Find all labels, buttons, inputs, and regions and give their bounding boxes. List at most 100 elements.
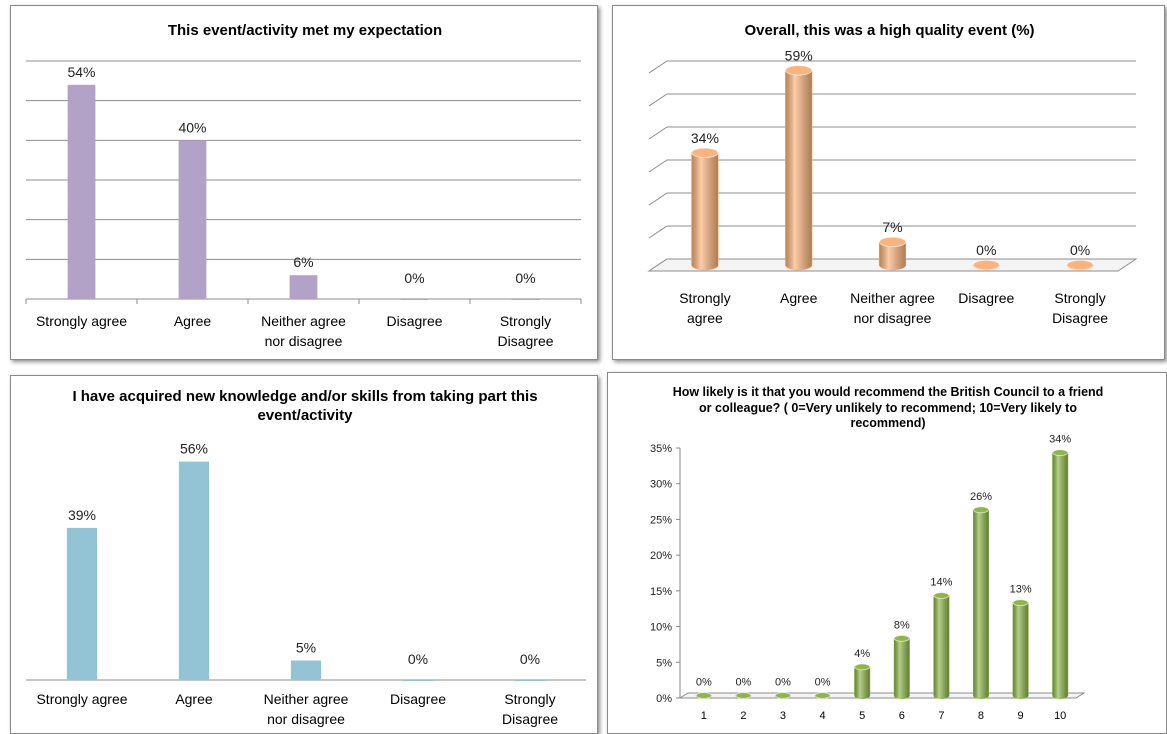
bar-top <box>774 692 792 699</box>
value-label: 39% <box>68 507 96 523</box>
bar <box>691 147 719 271</box>
chart-title: How likely is it that you would recommen… <box>672 385 1104 431</box>
value-label: 4% <box>854 648 870 660</box>
bar-top <box>1066 259 1094 271</box>
x-tick-label: Strongly Disagree <box>501 691 559 728</box>
bar <box>854 663 871 699</box>
bar-shade <box>691 152 719 270</box>
bar <box>893 634 910 699</box>
bar-shade <box>1013 602 1029 699</box>
bar-top <box>893 634 910 642</box>
chart-panel: I have acquired new knowledge and/or ski… <box>10 375 598 734</box>
bar <box>814 692 831 699</box>
value-label: 0% <box>696 677 712 689</box>
bar <box>972 259 1000 271</box>
bar <box>178 461 210 680</box>
x-tick-label: Disagree <box>386 313 443 329</box>
grid-line <box>648 93 1136 107</box>
x-tick-label: 4 <box>819 710 826 722</box>
value-label: 0% <box>815 677 831 689</box>
chart-plot: 34% 59% 7% 0% 0% <box>647 47 1138 272</box>
x-tick-label: Agree <box>173 313 212 329</box>
x-tick-label: 7 <box>938 710 945 722</box>
bar <box>67 84 96 299</box>
x-tick-label: Neither agree nor disagree <box>850 290 935 327</box>
bar <box>400 299 429 300</box>
x-tick-label: 6 <box>898 710 905 722</box>
bar <box>290 660 322 680</box>
y-tick-label: 25% <box>650 514 672 526</box>
bar <box>695 692 712 699</box>
bar <box>1066 259 1094 271</box>
grid-line <box>648 225 1136 239</box>
bar-top <box>972 259 1000 271</box>
bar <box>774 692 792 699</box>
bar <box>878 236 907 271</box>
grid-line <box>648 60 1136 74</box>
grid-line <box>648 159 1136 173</box>
bar <box>933 592 950 699</box>
x-tick-label: 3 <box>779 710 787 722</box>
value-label: 34% <box>691 130 719 146</box>
bar-shade <box>785 70 812 270</box>
y-tick-label: 20% <box>650 550 672 562</box>
y-tick-label: 10% <box>650 622 672 634</box>
bar-top <box>695 692 712 699</box>
bar <box>402 680 434 681</box>
value-label: 0% <box>408 651 428 667</box>
bar-top <box>1052 449 1069 457</box>
value-label: 59% <box>785 47 813 63</box>
chart-panel: Overall, this was a high quality event (… <box>612 5 1165 360</box>
value-label: 6% <box>293 254 313 270</box>
y-tick-label: 5% <box>656 657 672 669</box>
value-label: 8% <box>894 619 910 631</box>
bar-top <box>691 147 719 159</box>
chart-plot: 0% 5% 10% 15% 20% 25% 30% 35% 0% 0% 0% 0% 4% 8% 14% 26%… <box>650 434 1086 705</box>
bar <box>178 140 207 299</box>
bar-shade <box>854 666 870 699</box>
x-tick-label: Strongly Disagree <box>1052 290 1109 327</box>
bar-shade <box>973 509 989 699</box>
value-label: 0% <box>976 242 996 258</box>
bar <box>972 506 990 699</box>
x-tick-label: Agree <box>175 691 213 707</box>
value-label: 0% <box>520 651 540 667</box>
x-tick-label: Strongly agree <box>36 691 128 707</box>
bar-top <box>1012 599 1029 607</box>
bar-shade <box>1052 452 1068 699</box>
bar-top <box>933 592 950 599</box>
y-tick-label: 15% <box>650 586 672 598</box>
value-label: 14% <box>930 577 952 589</box>
x-tick-label: 2 <box>740 710 747 722</box>
x-tick-label: Disagree <box>389 691 447 707</box>
bar <box>1012 599 1029 699</box>
bar <box>1052 449 1069 699</box>
bar-shade <box>879 241 906 270</box>
value-label: 56% <box>180 441 208 457</box>
chart-plot: 54% 40% 6% 0% 0% <box>25 60 582 304</box>
x-tick-label: Neither agree nor disagree <box>261 313 346 350</box>
x-tick-label: Strongly agree <box>679 290 731 327</box>
bar <box>514 680 546 681</box>
value-label: 0% <box>1070 242 1090 258</box>
x-tick-label: 10 <box>1054 710 1067 722</box>
bar <box>289 275 318 299</box>
x-tick-label: 1 <box>700 710 707 722</box>
chart-title: I have acquired new knowledge and/or ski… <box>72 388 538 424</box>
chart-title: This event/activity met my expectation <box>167 22 443 39</box>
bar <box>511 299 540 300</box>
bar-top <box>878 236 907 248</box>
y-tick-label: 35% <box>650 443 672 455</box>
bar-top <box>854 663 871 671</box>
value-label: 40% <box>178 119 206 135</box>
bar-top <box>972 506 990 514</box>
x-tick-label: 8 <box>977 710 985 722</box>
value-label: 13% <box>1010 584 1032 596</box>
x-tick-label: Neither agree nor disagree <box>263 691 349 728</box>
chart-title: Overall, this was a high quality event (… <box>744 22 1035 39</box>
bar-top <box>735 692 752 699</box>
x-tick-label: Strongly agree <box>35 313 128 329</box>
bar-shade <box>894 638 910 699</box>
x-tick-label: 5 <box>859 710 866 722</box>
